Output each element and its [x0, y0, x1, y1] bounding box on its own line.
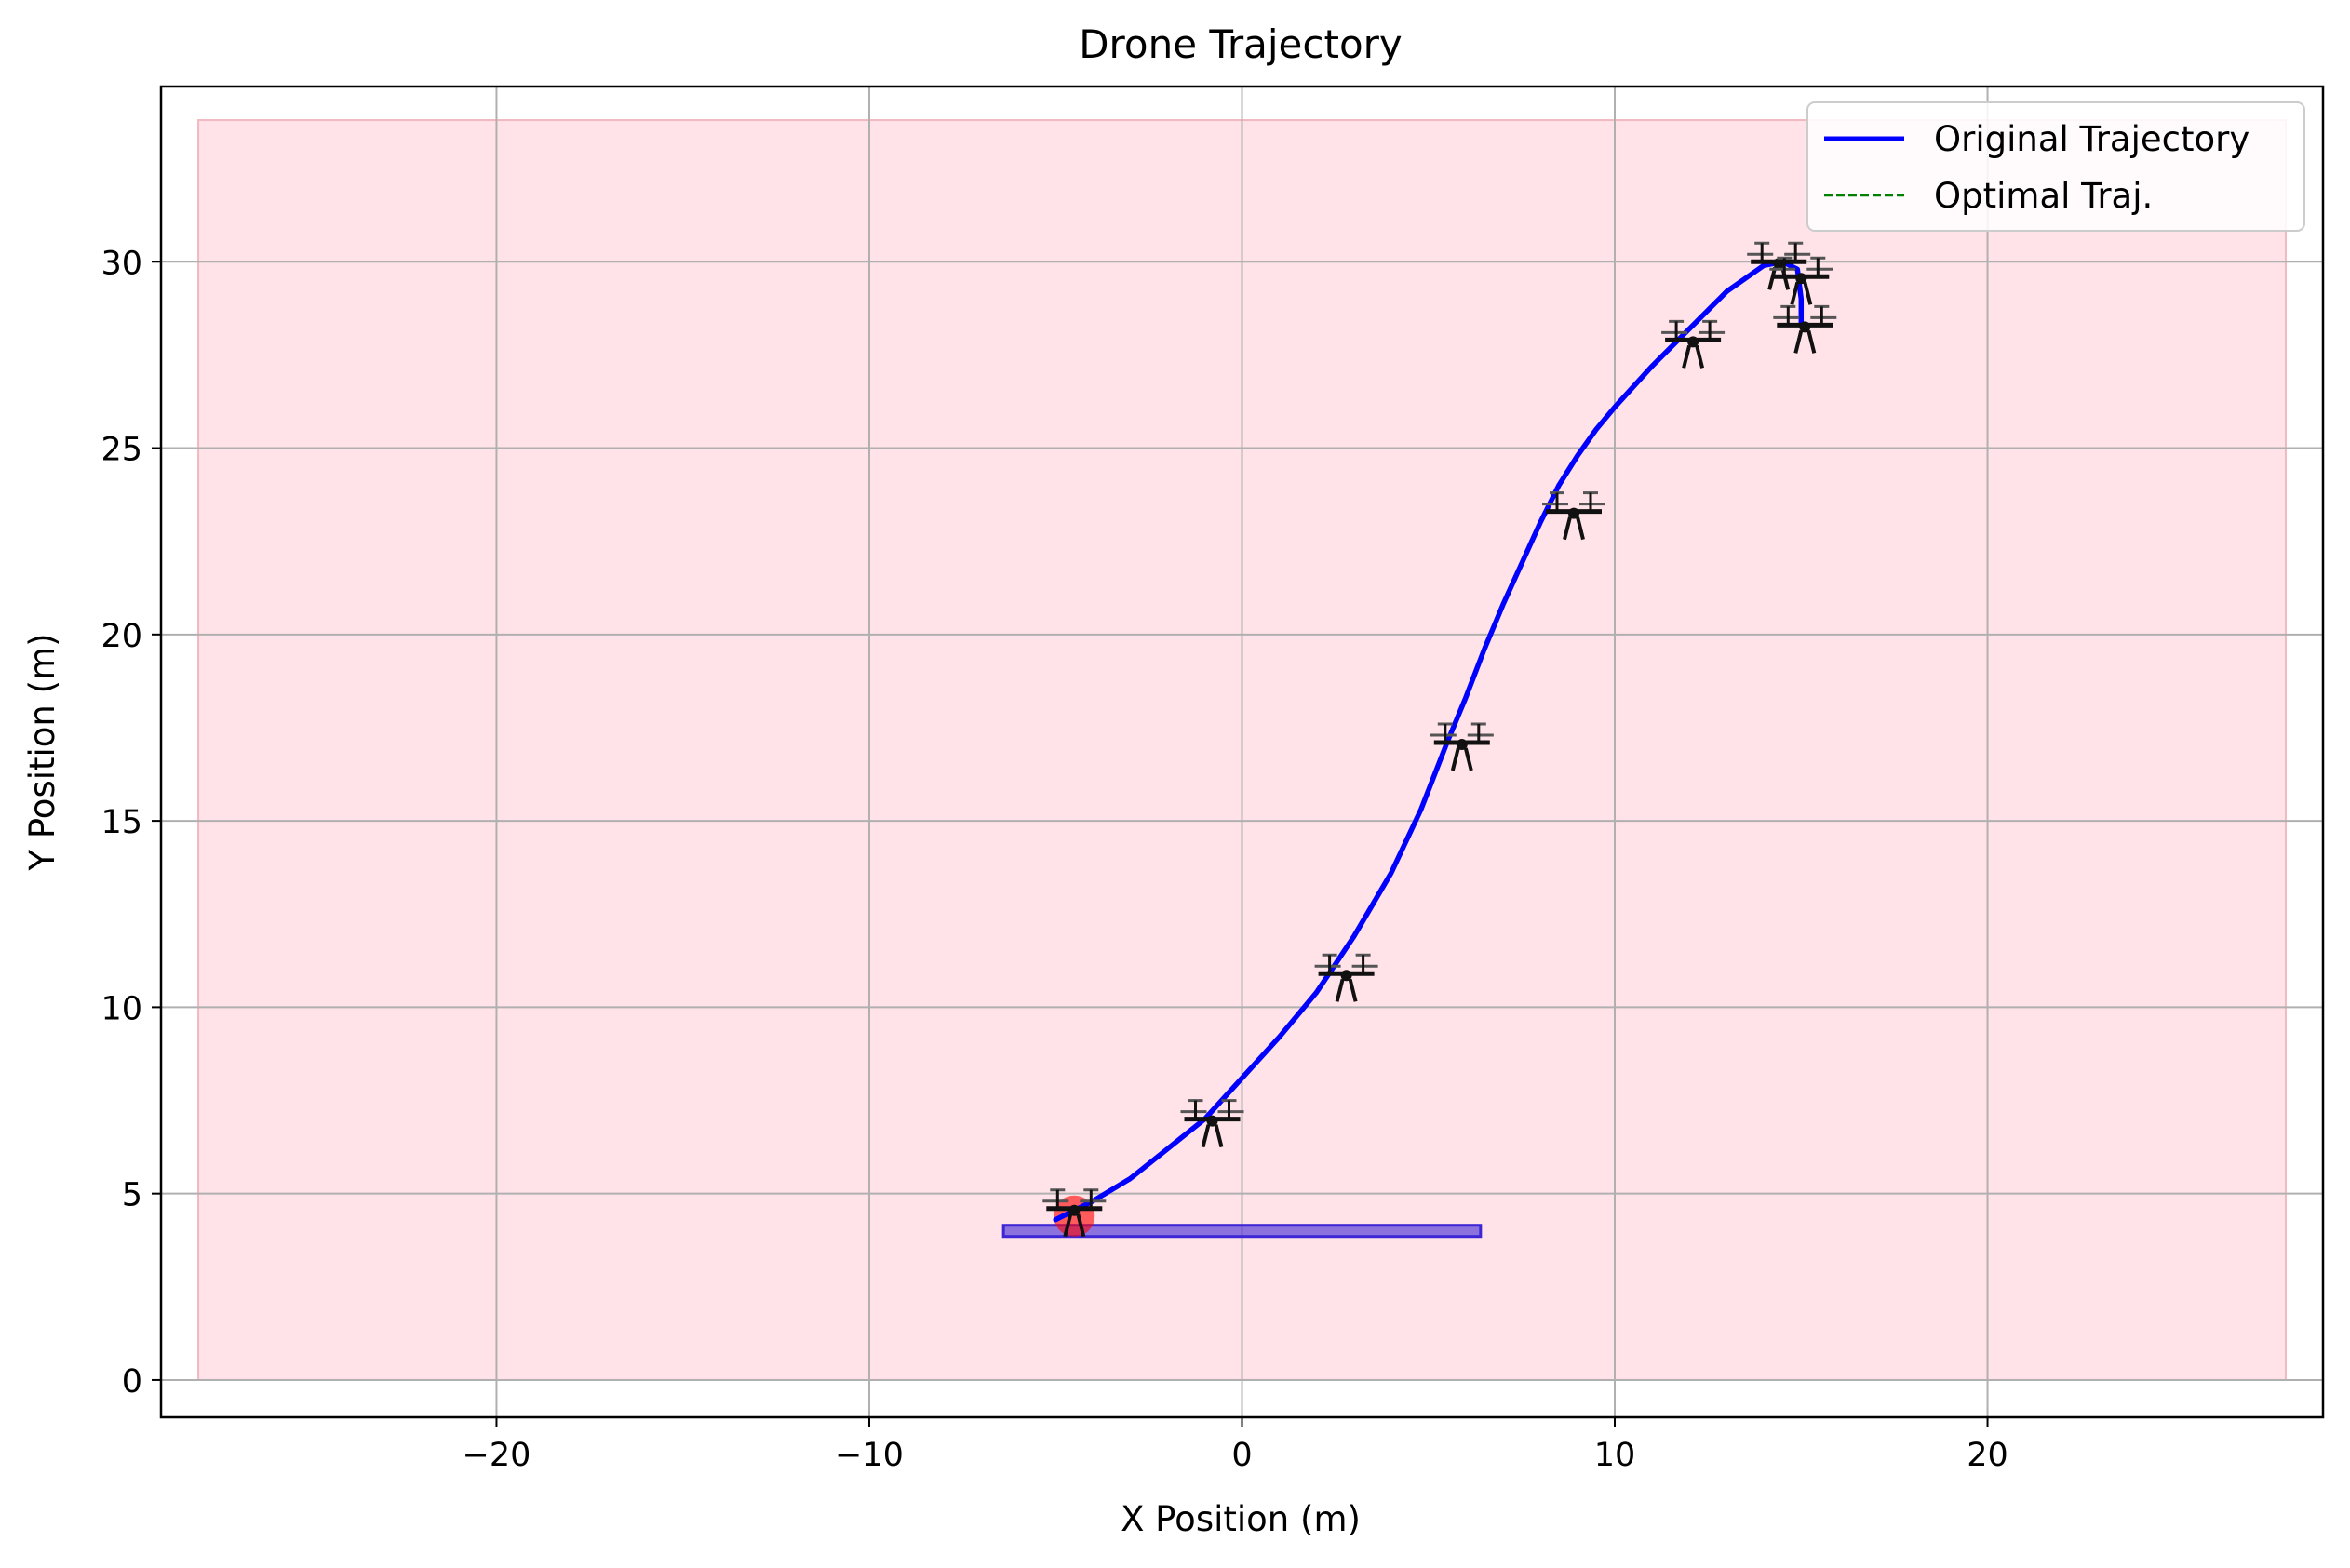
drone-leg [1076, 1213, 1086, 1238]
drone-leg [1463, 747, 1473, 771]
y-tick-label: 5 [122, 1177, 142, 1214]
drone-icon [1661, 319, 1726, 369]
drone-body [1340, 970, 1352, 982]
drone-leg [1576, 516, 1585, 541]
drone-body [1456, 739, 1468, 750]
drone-body [1068, 1204, 1081, 1216]
drone-leg [1563, 516, 1572, 541]
drone-leg [1806, 329, 1817, 354]
x-axis-label: X Position (m) [1121, 1499, 1361, 1539]
drone-leg [1695, 344, 1705, 369]
x-tick-label: 20 [1967, 1437, 2008, 1474]
drone-leg [1348, 978, 1358, 1002]
drone-icon [1314, 953, 1378, 1002]
legend-label-original: Original Trajectory [1934, 119, 2249, 159]
platform-layer [1001, 1224, 1483, 1239]
drone-layer [1042, 241, 1837, 1238]
x-tick-label: −10 [835, 1437, 904, 1474]
drone-leg [1214, 1124, 1224, 1148]
drone-leg [1682, 344, 1692, 369]
legend: Original Trajectory Optimal Traj. [1806, 101, 2305, 232]
y-axis-label: Y Position (m) [22, 633, 62, 871]
plot-area: −20 −10 0 10 20 0 5 10 15 20 25 30 [101, 85, 2325, 1474]
y-tick-label: 10 [101, 990, 142, 1027]
y-tick-label: 15 [101, 804, 142, 841]
drone-leg [1803, 281, 1813, 305]
drone-body [1799, 321, 1811, 333]
drone-body [1795, 273, 1807, 285]
drone-body [1773, 258, 1785, 270]
drone-body [1206, 1115, 1218, 1127]
y-tick-label: 30 [101, 245, 142, 282]
y-tick-label: 0 [122, 1363, 142, 1400]
legend-label-optimal: Optimal Traj. [1934, 176, 2153, 216]
drone-body [1568, 507, 1579, 519]
drone-leg [1450, 747, 1460, 771]
y-tick-label: 25 [101, 432, 142, 469]
drone-leg [1767, 266, 1778, 290]
drone-icon [1430, 722, 1494, 771]
drone-icon [1042, 1188, 1107, 1238]
landing-platform [1001, 1224, 1483, 1239]
y-tick-label: 20 [101, 618, 142, 655]
drone-body [1687, 336, 1699, 348]
drone-leg [1063, 1213, 1073, 1238]
drone-leg [1790, 281, 1800, 305]
x-tick-label: 10 [1594, 1437, 1636, 1474]
drone-leg [1793, 329, 1804, 354]
tick-layer: −20 −10 0 10 20 0 5 10 15 20 25 30 [101, 245, 2008, 1474]
x-tick-label: −20 [463, 1437, 531, 1474]
drone-leg [1201, 1124, 1211, 1148]
drone-icon [1542, 491, 1605, 541]
x-tick-label: 0 [1231, 1437, 1252, 1474]
legend-box [1806, 101, 2305, 232]
drone-icon [1769, 256, 1833, 305]
drone-icon [1773, 304, 1837, 354]
drone-leg [1335, 978, 1345, 1002]
series-line-0 [1053, 259, 1805, 1223]
grid-layer [161, 87, 2323, 1417]
drone-icon [1180, 1099, 1244, 1148]
chart-title: Drone Trajectory [1079, 21, 1403, 67]
